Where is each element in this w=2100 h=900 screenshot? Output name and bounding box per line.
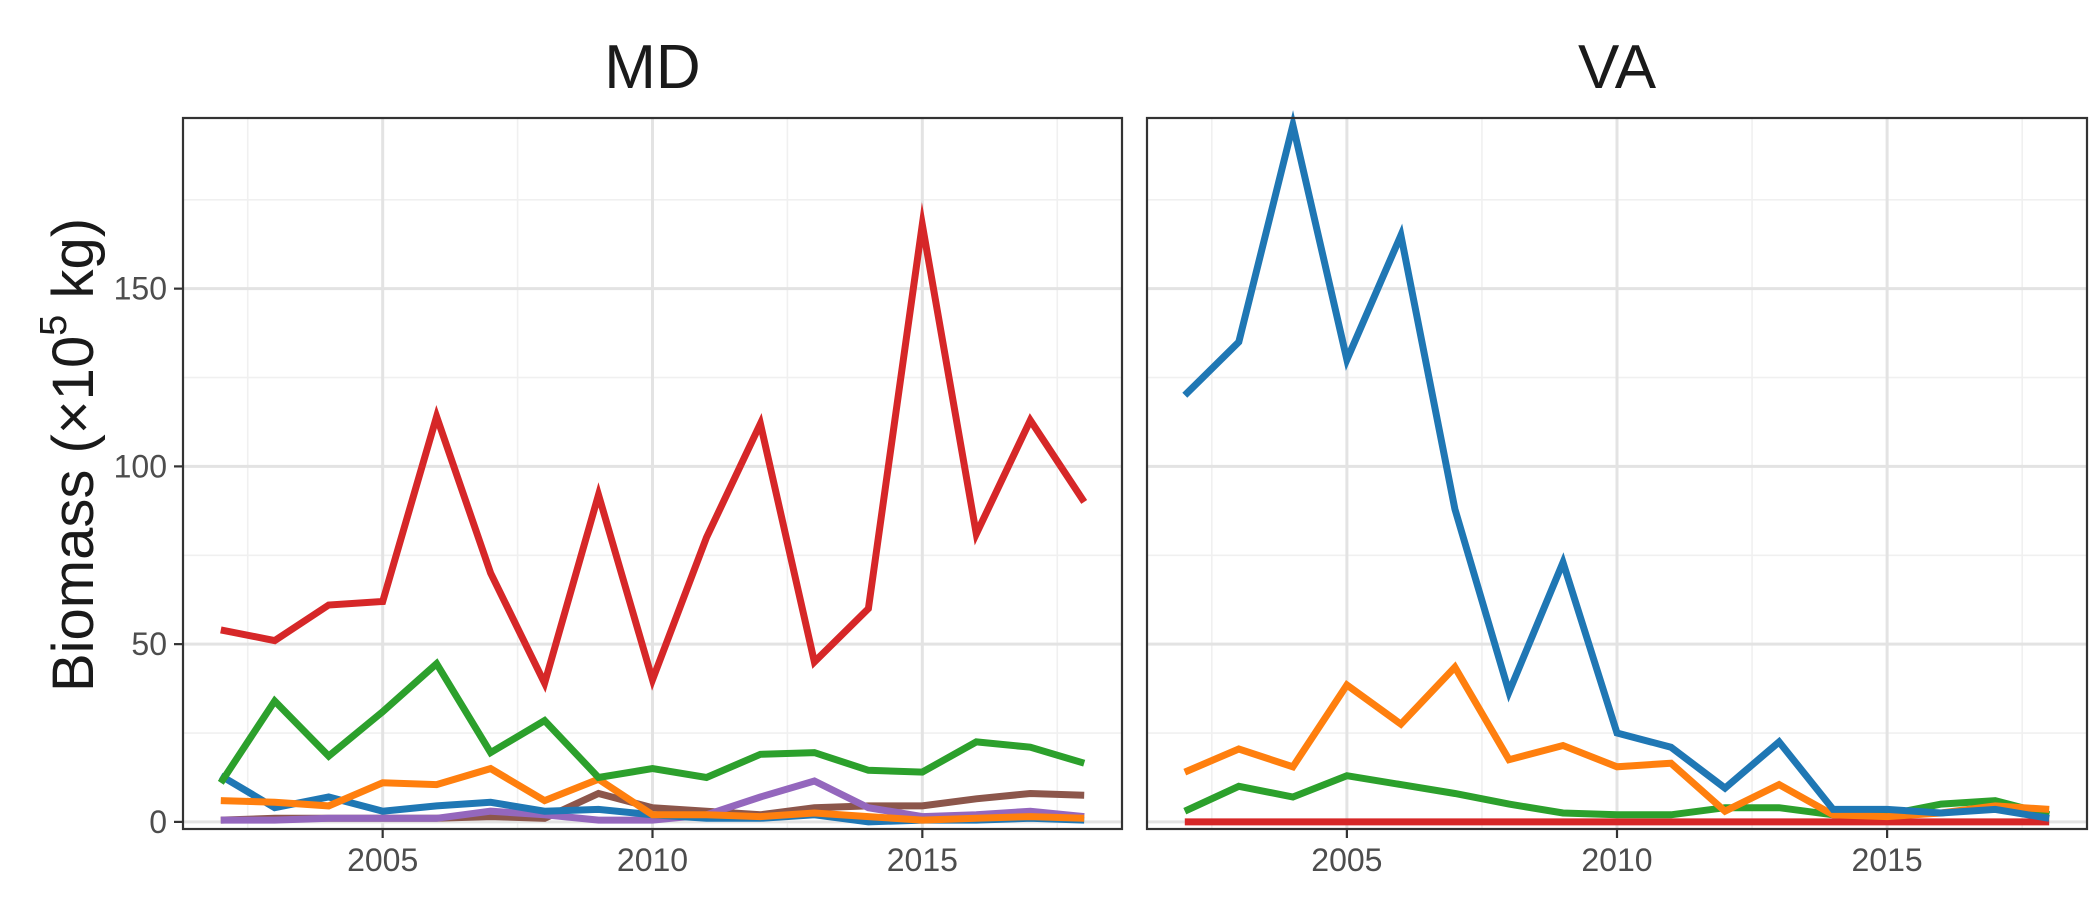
y-axis-title-superscript: 5 (33, 315, 75, 336)
y-axis-title-main: Biomass (×10 (41, 336, 106, 692)
x-tick-label: 2005 (347, 842, 418, 878)
y-tick-label: 0 (149, 804, 167, 840)
panel-title: VA (1578, 33, 1657, 102)
x-tick-label: 2010 (1581, 842, 1652, 878)
y-axis-title: Biomass (×105 kg) (33, 218, 106, 692)
x-tick-label: 2005 (1311, 842, 1382, 878)
x-tick-label: 2015 (1852, 842, 1923, 878)
y-tick-label: 50 (131, 626, 167, 662)
y-tick-label: 150 (114, 271, 167, 307)
x-tick-label: 2015 (887, 842, 958, 878)
y-tick-label: 100 (114, 448, 167, 484)
series-line-green (217, 658, 1086, 785)
series-line-orange (220, 764, 1085, 824)
panels-layer: MD 2005 2010 2015 0 50 100 150 VA 2005 2010 2015 (114, 33, 2089, 878)
panel-md: MD 2005 2010 2015 0 50 100 150 (114, 33, 1124, 878)
series-line-blue (1182, 110, 2050, 822)
panel-va: VA 2005 2010 2015 (1145, 33, 2089, 878)
series-line-orange (1183, 661, 2050, 821)
y-axis-title-unit: kg) (41, 218, 106, 315)
panel-title: MD (604, 33, 700, 102)
x-tick-label: 2010 (617, 842, 688, 878)
series-line-red (220, 202, 1088, 693)
